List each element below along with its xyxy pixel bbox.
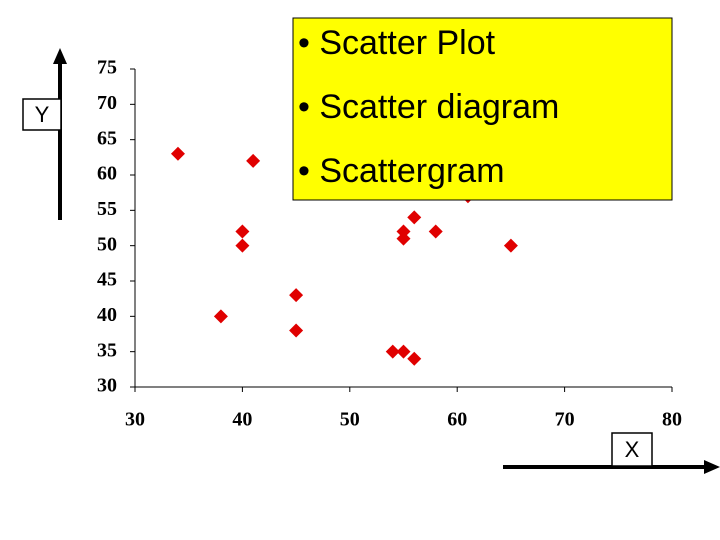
- point: [407, 210, 422, 225]
- y-tick-label: 70: [97, 92, 117, 114]
- y-tick-label: 60: [97, 163, 117, 185]
- x-tick-label: 40: [232, 409, 252, 431]
- x-tick-label: 70: [555, 409, 575, 431]
- x-arrow-head: [704, 460, 720, 474]
- point: [396, 231, 411, 246]
- point: [213, 309, 228, 324]
- point: [235, 238, 250, 253]
- x-tick-label: 60: [447, 409, 467, 431]
- x-tick-label: 80: [662, 409, 682, 431]
- point: [396, 224, 411, 239]
- point: [289, 288, 304, 303]
- point: [385, 344, 400, 359]
- point: [235, 224, 250, 239]
- point: [246, 153, 261, 168]
- y-tick-label: 55: [97, 198, 117, 220]
- y-tick-label: 30: [97, 375, 117, 397]
- y-tick-label: 45: [97, 269, 117, 291]
- annotation: • Scatter Plot: [298, 24, 496, 62]
- annotation: • Scatter diagram: [298, 88, 559, 126]
- y-tick-label: 65: [97, 127, 117, 149]
- y-axis-label: Y: [35, 102, 50, 127]
- point: [503, 238, 518, 253]
- point: [396, 344, 411, 359]
- y-tick-label: 35: [97, 339, 117, 361]
- x-axis-label: X: [625, 437, 640, 462]
- annotation: • Scattergram: [298, 152, 505, 190]
- y-tick-label: 75: [97, 57, 117, 79]
- point: [289, 323, 304, 338]
- x-label-box: [611, 432, 653, 467]
- point: [428, 224, 443, 239]
- x-tick-label: 50: [340, 409, 360, 431]
- y-tick-label: 40: [97, 304, 117, 326]
- y-arrow-head: [53, 48, 67, 64]
- plot-area: 30 35 40 45 50 55 60 65 70 75 30 40 50 60 70 80: [97, 57, 682, 431]
- y-tick-label: 50: [97, 233, 117, 255]
- point: [170, 146, 185, 161]
- x-tick-label: 30: [125, 409, 145, 431]
- y-label-box: [22, 98, 62, 131]
- point: [407, 351, 422, 366]
- annotation-box: [292, 17, 673, 201]
